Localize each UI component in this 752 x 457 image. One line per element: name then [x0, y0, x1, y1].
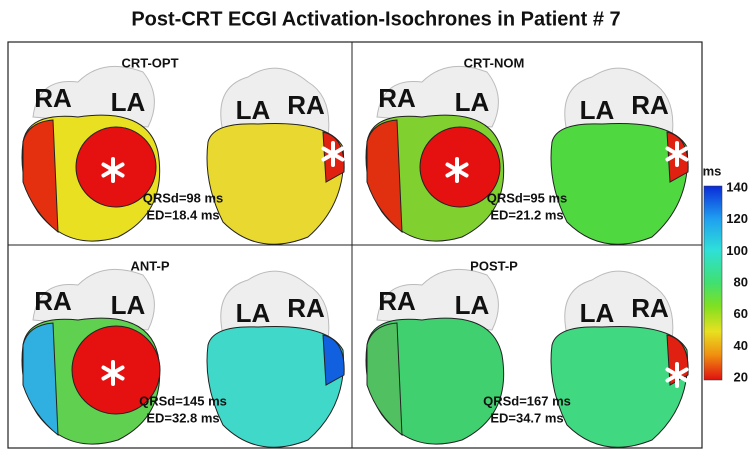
colorbar-tick-label: 80 [734, 274, 748, 289]
qrsd-label: QRSd=167 ms [483, 393, 571, 408]
colorbar [703, 185, 723, 381]
isochrone-region [366, 119, 403, 234]
heart [550, 123, 689, 245]
colorbar-tick-label: 120 [726, 211, 748, 226]
panel-label: CRT-NOM [464, 55, 525, 70]
chamber-label: RA [287, 293, 325, 323]
atria [564, 270, 674, 341]
ed-label: ED=32.8 ms [146, 410, 219, 425]
isochrone-region [22, 119, 59, 234]
panel-label: CRT-OPT [121, 55, 178, 70]
chamber-label: LA [455, 290, 490, 320]
colorbar-tick-label: 60 [734, 306, 748, 321]
isochrone-region [322, 334, 345, 386]
ed-label: ED=18.4 ms [146, 207, 219, 222]
panel: RA LA LA RA CRT-OPT QRSd=98 ms ED=18.4 ms [21, 55, 345, 245]
ed-label: ED=21.2 ms [490, 207, 563, 222]
chamber-label: LA [580, 95, 615, 125]
heart [206, 123, 345, 245]
asterisk [101, 365, 125, 381]
colorbar-tick-label: 140 [726, 179, 748, 194]
figure-title: Post-CRT ECGI Activation-Isochrones in P… [131, 8, 620, 30]
atria [220, 67, 330, 138]
chamber-label: LA [580, 298, 615, 328]
chamber-label: RA [34, 286, 72, 316]
atria [220, 270, 330, 341]
colorbar-tick-label: 40 [734, 338, 748, 353]
asterisk [665, 146, 689, 162]
qrsd-label: QRSd=98 ms [143, 190, 224, 205]
panel: RA LA LA RA CRT-NOM QRSd=95 ms ED=21.2 ms [365, 55, 689, 245]
chamber-label: RA [631, 90, 669, 120]
chamber-label: RA [378, 286, 416, 316]
qrsd-label: QRSd=145 ms [139, 393, 227, 408]
atria [376, 268, 499, 331]
asterisk [665, 367, 689, 383]
colorbar-unit: ms [703, 163, 722, 178]
panel-label: POST-P [470, 258, 518, 273]
chamber-label: LA [236, 298, 271, 328]
chamber-label: RA [378, 83, 416, 113]
chamber-label: RA [34, 83, 72, 113]
chamber-label: LA [111, 87, 146, 117]
heart [550, 326, 689, 448]
atria [32, 268, 155, 331]
chamber-label: LA [111, 290, 146, 320]
colorbar-tick-label: 20 [734, 369, 748, 384]
asterisk [101, 162, 125, 178]
chamber-label: LA [236, 95, 271, 125]
ed-label: ED=34.7 ms [490, 410, 563, 425]
chamber-label: LA [455, 87, 490, 117]
panel-label: ANT-P [131, 258, 170, 273]
chamber-label: RA [287, 90, 325, 120]
heart [206, 326, 345, 448]
isochrone-region [22, 322, 59, 437]
panel: RA LA LA RA POST-P QRSd=167 ms ED=34.7 ms [365, 258, 689, 448]
isochrone-region [366, 322, 403, 437]
chamber-label: RA [631, 293, 669, 323]
asterisk [445, 162, 469, 178]
asterisk [321, 146, 345, 162]
atria [564, 67, 674, 138]
atria [32, 65, 155, 128]
atria [376, 65, 499, 128]
panel: RA LA LA RA ANT-P QRSd=145 ms ED=32.8 ms [21, 258, 345, 448]
qrsd-label: QRSd=95 ms [487, 190, 568, 205]
colorbar-tick-label: 100 [726, 243, 748, 258]
